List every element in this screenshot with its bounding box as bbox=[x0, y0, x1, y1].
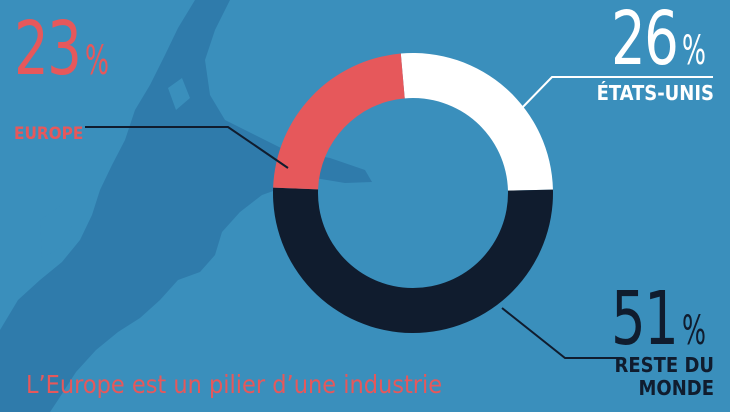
rest-value: 51 bbox=[611, 276, 679, 362]
donut-slice-europe bbox=[273, 53, 405, 190]
land-shape bbox=[40, 78, 190, 258]
usa-unit: % bbox=[681, 28, 706, 74]
rest-label: RESTE DU MONDE bbox=[614, 353, 715, 400]
rest-unit: % bbox=[681, 308, 706, 354]
leader-line-rest bbox=[501, 307, 622, 359]
caption-text: L’Europe est un pilier d’une industrie bbox=[26, 370, 443, 399]
usa-value: 26 bbox=[611, 0, 679, 82]
europe-percent: 23% bbox=[14, 12, 119, 86]
europe-unit: % bbox=[84, 38, 109, 84]
rest-percent: 51% bbox=[611, 282, 716, 356]
leader-line-europe bbox=[85, 126, 289, 169]
donut-slice-rest bbox=[272, 187, 553, 334]
sea-shape bbox=[0, 0, 372, 412]
usa-label: ÉTATS-UNIS bbox=[596, 81, 714, 105]
europe-label: EUROPE bbox=[14, 124, 84, 144]
leader-line-usa bbox=[517, 76, 713, 113]
donut-slice-usa bbox=[400, 53, 553, 191]
europe-value: 23 bbox=[14, 6, 82, 92]
usa-percent: 26% bbox=[611, 2, 716, 76]
